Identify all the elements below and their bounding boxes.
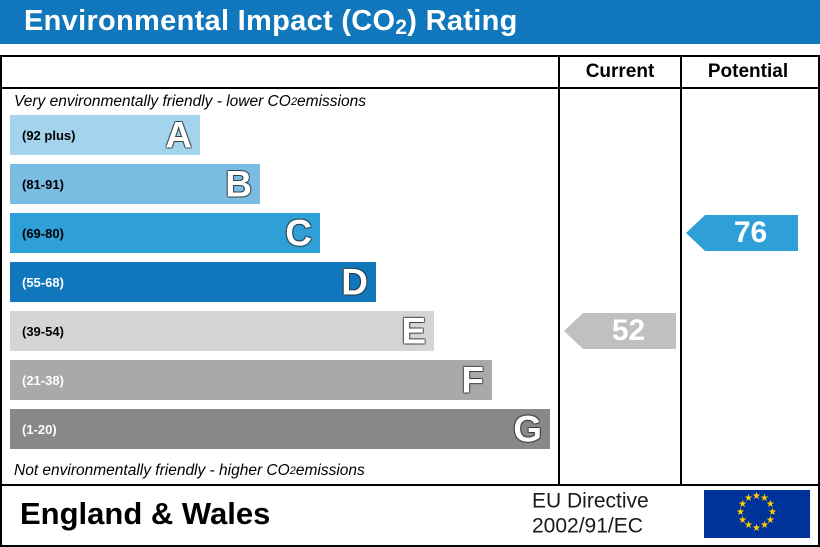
band-letter: E — [401, 310, 426, 352]
bottom-note-subscript: 2 — [289, 465, 296, 477]
band-f-bar: (21-38) F — [10, 360, 492, 400]
eu-star-icon: ★ — [752, 490, 761, 502]
chart-title-bar: Environmental Impact (CO2) Rating — [0, 0, 820, 44]
band-range-label: (81-91) — [22, 176, 64, 192]
potential-rating-value: 76 — [733, 216, 768, 249]
eu-star-icon: ★ — [744, 492, 753, 504]
chart-title: Environmental Impact (CO2) Rating — [24, 5, 518, 40]
band-range-label: (1-20) — [22, 421, 57, 437]
band-letter: G — [513, 408, 542, 450]
eu-star-icon: ★ — [768, 506, 777, 518]
eu-star-icon: ★ — [765, 514, 775, 526]
band-letter: C — [285, 212, 312, 254]
eu-star-icon: ★ — [760, 520, 769, 532]
potential-rating-arrow: 76 — [686, 215, 798, 251]
bottom-note-text-end: emissions — [295, 462, 365, 479]
current-column-header: Current — [560, 57, 682, 87]
bottom-note: Not environmentally friendly - higher CO… — [2, 458, 558, 484]
region-label: England & Wales — [20, 495, 271, 531]
chart-title-subscript: 2 — [395, 15, 408, 39]
top-note-text: Very environmentally friendly - lower CO — [14, 93, 291, 110]
eu-star-icon: ★ — [752, 522, 761, 534]
eu-star-icon: ★ — [736, 506, 745, 518]
band-range-label: (92 plus) — [22, 127, 76, 143]
bands-column-header — [2, 57, 560, 87]
bottom-note-text: Not environmentally friendly - higher CO — [14, 462, 290, 479]
band-letter: D — [341, 261, 368, 303]
current-column: 52 — [560, 89, 682, 484]
band-e-bar: (39-54) E — [10, 311, 434, 351]
potential-column: 76 — [682, 89, 814, 484]
top-note-subscript: 2 — [290, 96, 298, 108]
current-rating-arrow: 52 — [564, 313, 676, 349]
chart-title-text-end: ) Rating — [407, 4, 518, 37]
band-c-bar: (69-80) C — [10, 213, 320, 253]
band-range-label: (39-54) — [22, 323, 64, 339]
band-row-f: (21-38) F — [2, 360, 558, 409]
band-row-g: (1-20) G — [2, 409, 558, 458]
band-range-label: (55-68) — [22, 274, 64, 290]
band-bars: (92 plus) A (81-91) B (69-80) C (55-68) D (39-54… — [2, 115, 558, 458]
top-note: Very environmentally friendly - lower CO… — [2, 89, 558, 115]
eu-star-icon: ★ — [760, 492, 769, 504]
table-header-row: Current Potential — [2, 57, 818, 89]
potential-column-header: Potential — [707, 61, 789, 82]
eu-directive-label: EU Directive 2002/91/EC — [532, 488, 649, 539]
band-range-label: (21-38) — [22, 372, 64, 388]
bands-column: Very environmentally friendly - lower CO… — [2, 89, 560, 484]
eu-star-icon: ★ — [738, 514, 748, 526]
top-note-text-end: emissions — [297, 93, 366, 110]
band-row-a: (92 plus) A — [2, 115, 558, 164]
band-d-bar: (55-68) D — [10, 262, 376, 302]
table-body: Very environmentally friendly - lower CO… — [2, 89, 818, 484]
eu-star-icon: ★ — [738, 498, 748, 510]
band-g-bar: (1-20) G — [10, 409, 550, 449]
band-range-label: (69-80) — [22, 225, 64, 241]
chart-title-text: Environmental Impact (CO — [24, 4, 396, 37]
eu-directive-line2: 2002/91/EC — [532, 514, 643, 538]
band-row-b: (81-91) B — [2, 164, 558, 213]
band-row-c: (69-80) C — [2, 213, 558, 262]
eu-flag: ★ ★ ★ ★ ★ ★ ★ ★ ★ ★ ★ ★ — [704, 489, 810, 538]
band-b-bar: (81-91) B — [10, 164, 260, 204]
band-a-bar: (92 plus) A — [10, 115, 200, 155]
band-row-d: (55-68) D — [2, 262, 558, 311]
band-letter: F — [461, 359, 484, 401]
band-letter: B — [225, 163, 252, 205]
rating-table: Current Potential Very environmentally f… — [0, 55, 820, 547]
eu-star-icon: ★ — [744, 520, 753, 532]
current-rating-value: 52 — [611, 314, 646, 347]
footer: England & Wales EU Directive 2002/91/EC … — [2, 484, 818, 541]
band-row-e: (39-54) E — [2, 311, 558, 360]
band-letter: A — [165, 114, 192, 156]
eu-star-icon: ★ — [765, 498, 775, 510]
eu-directive-line1: EU Directive — [532, 488, 649, 512]
